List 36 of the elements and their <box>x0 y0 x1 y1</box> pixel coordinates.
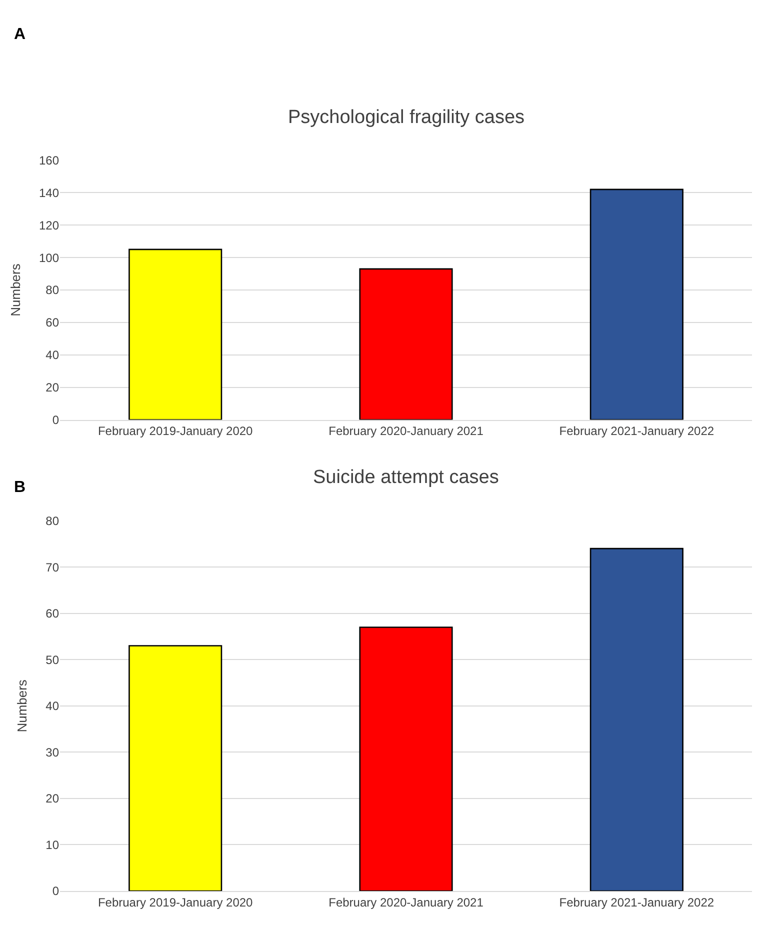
y-tick-label: 0 <box>52 412 60 427</box>
text: B <box>14 479 26 496</box>
x-tick-label: February 2020-January 2021 <box>328 895 484 910</box>
y-axis-title: Numbers <box>8 263 23 316</box>
y-tick-label: 0 <box>52 884 60 898</box>
y-tick-label: 60 <box>46 316 60 330</box>
y-tick-label: 10 <box>46 838 60 852</box>
y-tick-label: 80 <box>46 283 60 298</box>
x-tick-label: February 2019-January 2020 <box>98 895 254 910</box>
y-tick-label: 120 <box>38 218 60 232</box>
bar <box>359 626 453 891</box>
y-tick-label: 140 <box>38 186 60 200</box>
text: A <box>14 26 26 43</box>
y-tick-label: 160 <box>38 153 60 168</box>
chart-title: Psychological fragility cases <box>288 107 525 128</box>
y-tick-label: 70 <box>46 560 60 574</box>
y-tick-label: 80 <box>46 514 60 528</box>
y-axis-title: Numbers <box>14 679 30 732</box>
bar <box>590 188 684 420</box>
bar <box>128 645 222 891</box>
y-tick-label: 30 <box>46 745 60 760</box>
bar <box>128 248 222 420</box>
y-tick-label: 20 <box>46 380 60 395</box>
x-tick-label: February 2021-January 2022 <box>559 895 714 910</box>
x-tick-label: February 2021-January 2022 <box>559 424 714 438</box>
x-tick-label: February 2020-January 2021 <box>328 424 484 438</box>
bar <box>590 548 684 891</box>
y-tick-label: 50 <box>46 652 60 667</box>
y-tick-label: 40 <box>46 699 60 714</box>
bar <box>359 268 453 420</box>
y-tick-label: 100 <box>38 250 60 265</box>
y-tick-label: 20 <box>46 792 60 806</box>
chart-title: Suicide attempt cases <box>313 467 499 488</box>
y-tick-label: 60 <box>46 606 60 621</box>
x-tick-label: February 2019-January 2020 <box>98 424 254 438</box>
y-tick-label: 40 <box>46 348 60 362</box>
